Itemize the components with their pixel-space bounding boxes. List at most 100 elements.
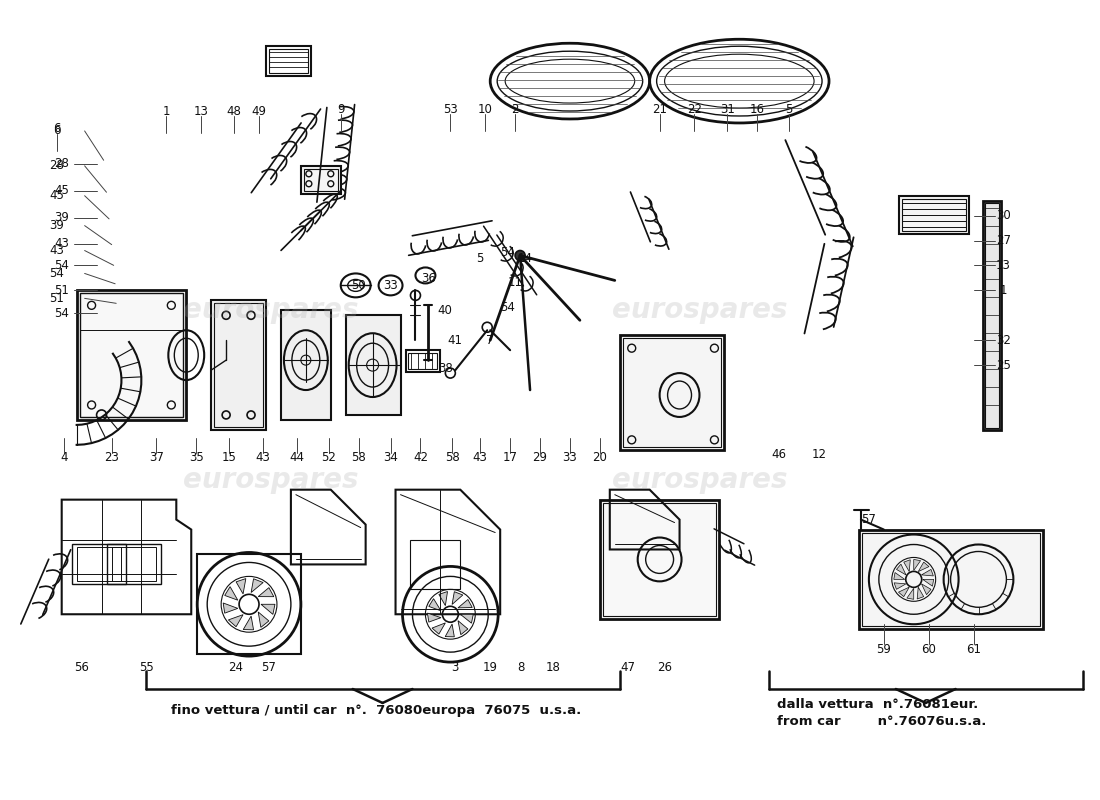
Text: 10: 10: [477, 102, 493, 115]
Text: 44: 44: [289, 451, 305, 464]
Text: 8: 8: [517, 661, 525, 674]
Polygon shape: [922, 570, 934, 576]
Text: 54: 54: [499, 301, 515, 314]
Text: 23: 23: [104, 451, 119, 464]
Bar: [270, 50, 308, 73]
Text: 54: 54: [54, 259, 69, 272]
Text: 5: 5: [785, 102, 793, 115]
Text: 20: 20: [593, 451, 607, 464]
Text: 51: 51: [50, 292, 64, 305]
Text: 18: 18: [546, 661, 560, 674]
Bar: [600, 500, 719, 619]
Polygon shape: [896, 564, 906, 575]
Text: 38: 38: [438, 362, 453, 374]
Text: 57: 57: [262, 661, 276, 674]
Polygon shape: [251, 578, 263, 593]
Polygon shape: [223, 603, 238, 613]
Text: 27: 27: [996, 234, 1011, 247]
Bar: [214, 303, 263, 427]
Text: 54: 54: [499, 246, 515, 259]
Polygon shape: [446, 624, 454, 637]
Text: 19: 19: [483, 661, 497, 674]
Text: 36: 36: [421, 272, 436, 285]
Polygon shape: [922, 584, 931, 594]
Bar: [79, 294, 184, 417]
Polygon shape: [914, 559, 921, 570]
Polygon shape: [458, 599, 472, 608]
Text: 58: 58: [351, 451, 366, 464]
Text: 32: 32: [996, 334, 1011, 346]
Text: 43: 43: [255, 451, 271, 464]
Text: 11: 11: [507, 276, 522, 289]
Text: 2: 2: [512, 102, 519, 115]
Text: 61: 61: [966, 642, 981, 656]
Text: 24: 24: [229, 661, 243, 674]
Text: 39: 39: [50, 219, 64, 232]
Text: 13: 13: [194, 105, 209, 118]
Polygon shape: [229, 614, 243, 626]
Text: 56: 56: [74, 661, 89, 674]
Text: 7: 7: [486, 334, 494, 346]
Polygon shape: [258, 612, 268, 627]
Polygon shape: [894, 573, 905, 579]
Text: from car        n°.76076u.s.a.: from car n°.76076u.s.a.: [778, 715, 987, 728]
Bar: [266, 46, 311, 76]
Text: 6: 6: [53, 122, 60, 135]
Text: 60: 60: [921, 642, 936, 656]
Text: 33: 33: [562, 451, 578, 464]
Bar: [111, 547, 156, 582]
Text: 3: 3: [452, 661, 459, 674]
Text: 5: 5: [476, 252, 484, 265]
Text: 52: 52: [321, 451, 337, 464]
Text: 47: 47: [620, 661, 635, 674]
Text: 30: 30: [996, 209, 1011, 222]
Text: 1: 1: [163, 105, 170, 118]
Polygon shape: [899, 587, 910, 597]
Text: 58: 58: [446, 451, 460, 464]
Text: 34: 34: [383, 451, 398, 464]
Polygon shape: [224, 586, 238, 600]
Text: eurospares: eurospares: [612, 296, 788, 324]
Text: fino vettura / until car  n°.  76080europa  76075  u.s.a.: fino vettura / until car n°. 76080europa…: [172, 705, 582, 718]
Text: 15: 15: [222, 451, 236, 464]
Text: 28: 28: [54, 158, 69, 170]
Bar: [77, 290, 186, 420]
Text: 42: 42: [412, 451, 428, 464]
Polygon shape: [236, 578, 246, 594]
Text: 1: 1: [1000, 284, 1008, 297]
Bar: [862, 533, 1041, 626]
Polygon shape: [894, 583, 906, 590]
Polygon shape: [432, 623, 446, 634]
Polygon shape: [258, 588, 274, 597]
Text: 53: 53: [443, 102, 458, 115]
Bar: [301, 166, 341, 194]
Text: 45: 45: [54, 184, 69, 198]
Polygon shape: [458, 621, 468, 634]
Text: 55: 55: [139, 661, 154, 674]
Text: 26: 26: [657, 661, 672, 674]
Polygon shape: [917, 587, 924, 599]
Bar: [410, 539, 460, 590]
Bar: [72, 545, 126, 584]
Text: 29: 29: [532, 451, 548, 464]
Text: 14: 14: [518, 252, 532, 265]
Text: 45: 45: [50, 190, 64, 202]
Text: 22: 22: [688, 102, 702, 115]
Polygon shape: [439, 591, 448, 606]
Bar: [304, 169, 338, 190]
Bar: [899, 196, 968, 234]
Bar: [107, 545, 162, 584]
Polygon shape: [918, 562, 930, 572]
Bar: [408, 353, 438, 369]
Bar: [406, 350, 440, 372]
Text: 59: 59: [877, 642, 891, 656]
Text: 4: 4: [59, 451, 67, 464]
Bar: [623, 338, 722, 447]
Text: 28: 28: [50, 159, 64, 172]
Polygon shape: [428, 613, 441, 622]
Text: eurospares: eurospares: [184, 296, 359, 324]
Bar: [280, 310, 331, 420]
Text: 48: 48: [227, 105, 242, 118]
Text: 40: 40: [437, 304, 452, 317]
Bar: [619, 335, 725, 450]
